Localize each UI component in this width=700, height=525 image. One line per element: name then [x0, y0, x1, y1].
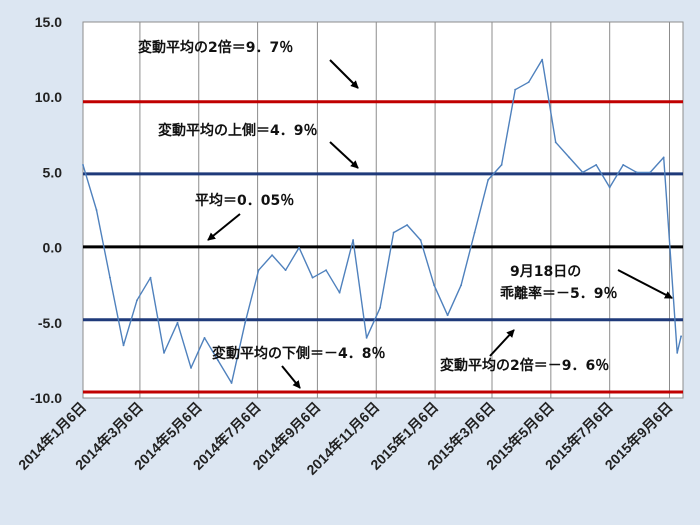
data-point [527, 81, 530, 84]
data-point [554, 141, 557, 144]
data-point [230, 382, 233, 384]
data-point [298, 246, 300, 249]
annotation-label: 9月18日の [510, 264, 581, 280]
arrow-icon [329, 141, 359, 169]
data-point [379, 306, 382, 309]
annotations: 変動平均の2倍＝9．7％ 変動平均の上側＝4．9％ 平均＝0．05％ 変動平均の下側＝… [138, 39, 673, 389]
reference-line-label: 変動平均の2倍＝－9．6％ [440, 357, 609, 374]
y-axis-tick-labels: 15.0 10.0 5.0 0.0 -5.0 -10.0 [30, 14, 62, 406]
data-point [217, 359, 219, 362]
data-point [149, 276, 152, 279]
annotation-label: 乖離率＝－5．9％ [500, 285, 617, 302]
data-point [95, 209, 98, 211]
data-point [271, 254, 273, 257]
data-point [433, 284, 436, 287]
data-point [622, 163, 625, 166]
plot-area [82, 21, 684, 399]
y-tick-label: 5.0 [43, 164, 63, 180]
data-point [109, 276, 111, 279]
data-point [82, 163, 84, 166]
data-point [473, 231, 476, 234]
arrow-icon [329, 59, 359, 89]
reference-line-label: 平均＝0．05％ [195, 192, 294, 209]
arrow-icon [207, 213, 241, 241]
data-point [487, 179, 490, 181]
y-tick-label: 15.0 [35, 14, 62, 30]
data-point [581, 171, 584, 174]
data-point [176, 321, 179, 324]
data-point [190, 367, 192, 369]
y-tick-label: 10.0 [35, 89, 62, 105]
data-point [257, 269, 260, 272]
data-point [203, 336, 206, 339]
data-point [460, 284, 463, 287]
arrow-icon [281, 365, 301, 389]
data-point [680, 335, 682, 338]
reference-line-label: 変動平均の下側＝－4．8％ [212, 345, 385, 362]
data-point [392, 231, 395, 234]
data-point [325, 269, 327, 272]
data-point [541, 58, 544, 61]
data-point [649, 171, 652, 174]
data-point [406, 224, 409, 226]
data-point [676, 351, 679, 354]
data-point [122, 344, 125, 347]
data-point [338, 291, 341, 294]
data-point [419, 239, 422, 241]
reference-line-label: 変動平均の2倍＝9．7％ [138, 39, 293, 56]
vertical-gridlines [82, 22, 670, 398]
y-tick-label: 0.0 [43, 240, 63, 256]
series-lines [82, 58, 682, 384]
arrow-icon [489, 329, 515, 357]
data-point [446, 314, 449, 317]
data-point [244, 321, 246, 324]
y-tick-label: -10.0 [30, 390, 62, 406]
data-point [284, 269, 287, 272]
data-point [595, 163, 598, 166]
data-point [352, 239, 354, 241]
series-line [82, 58, 682, 384]
data-point [662, 156, 665, 159]
y-tick-label: -5.0 [38, 315, 62, 331]
data-point [136, 299, 138, 302]
data-point [514, 88, 517, 91]
data-point [635, 171, 638, 174]
data-point [568, 156, 571, 159]
data-point [311, 276, 314, 279]
x-axis-tick-labels: 2014年1月6日2014年3月6日2014年5月6日2014年7月6日2014… [15, 399, 676, 478]
data-point [500, 163, 503, 166]
reference-lines [83, 100, 683, 394]
data-point [163, 351, 165, 354]
data-point [365, 336, 368, 339]
arrow-icon [617, 269, 673, 299]
data-point [608, 186, 611, 189]
reference-line-label: 変動平均の上側＝4．9％ [158, 122, 317, 139]
